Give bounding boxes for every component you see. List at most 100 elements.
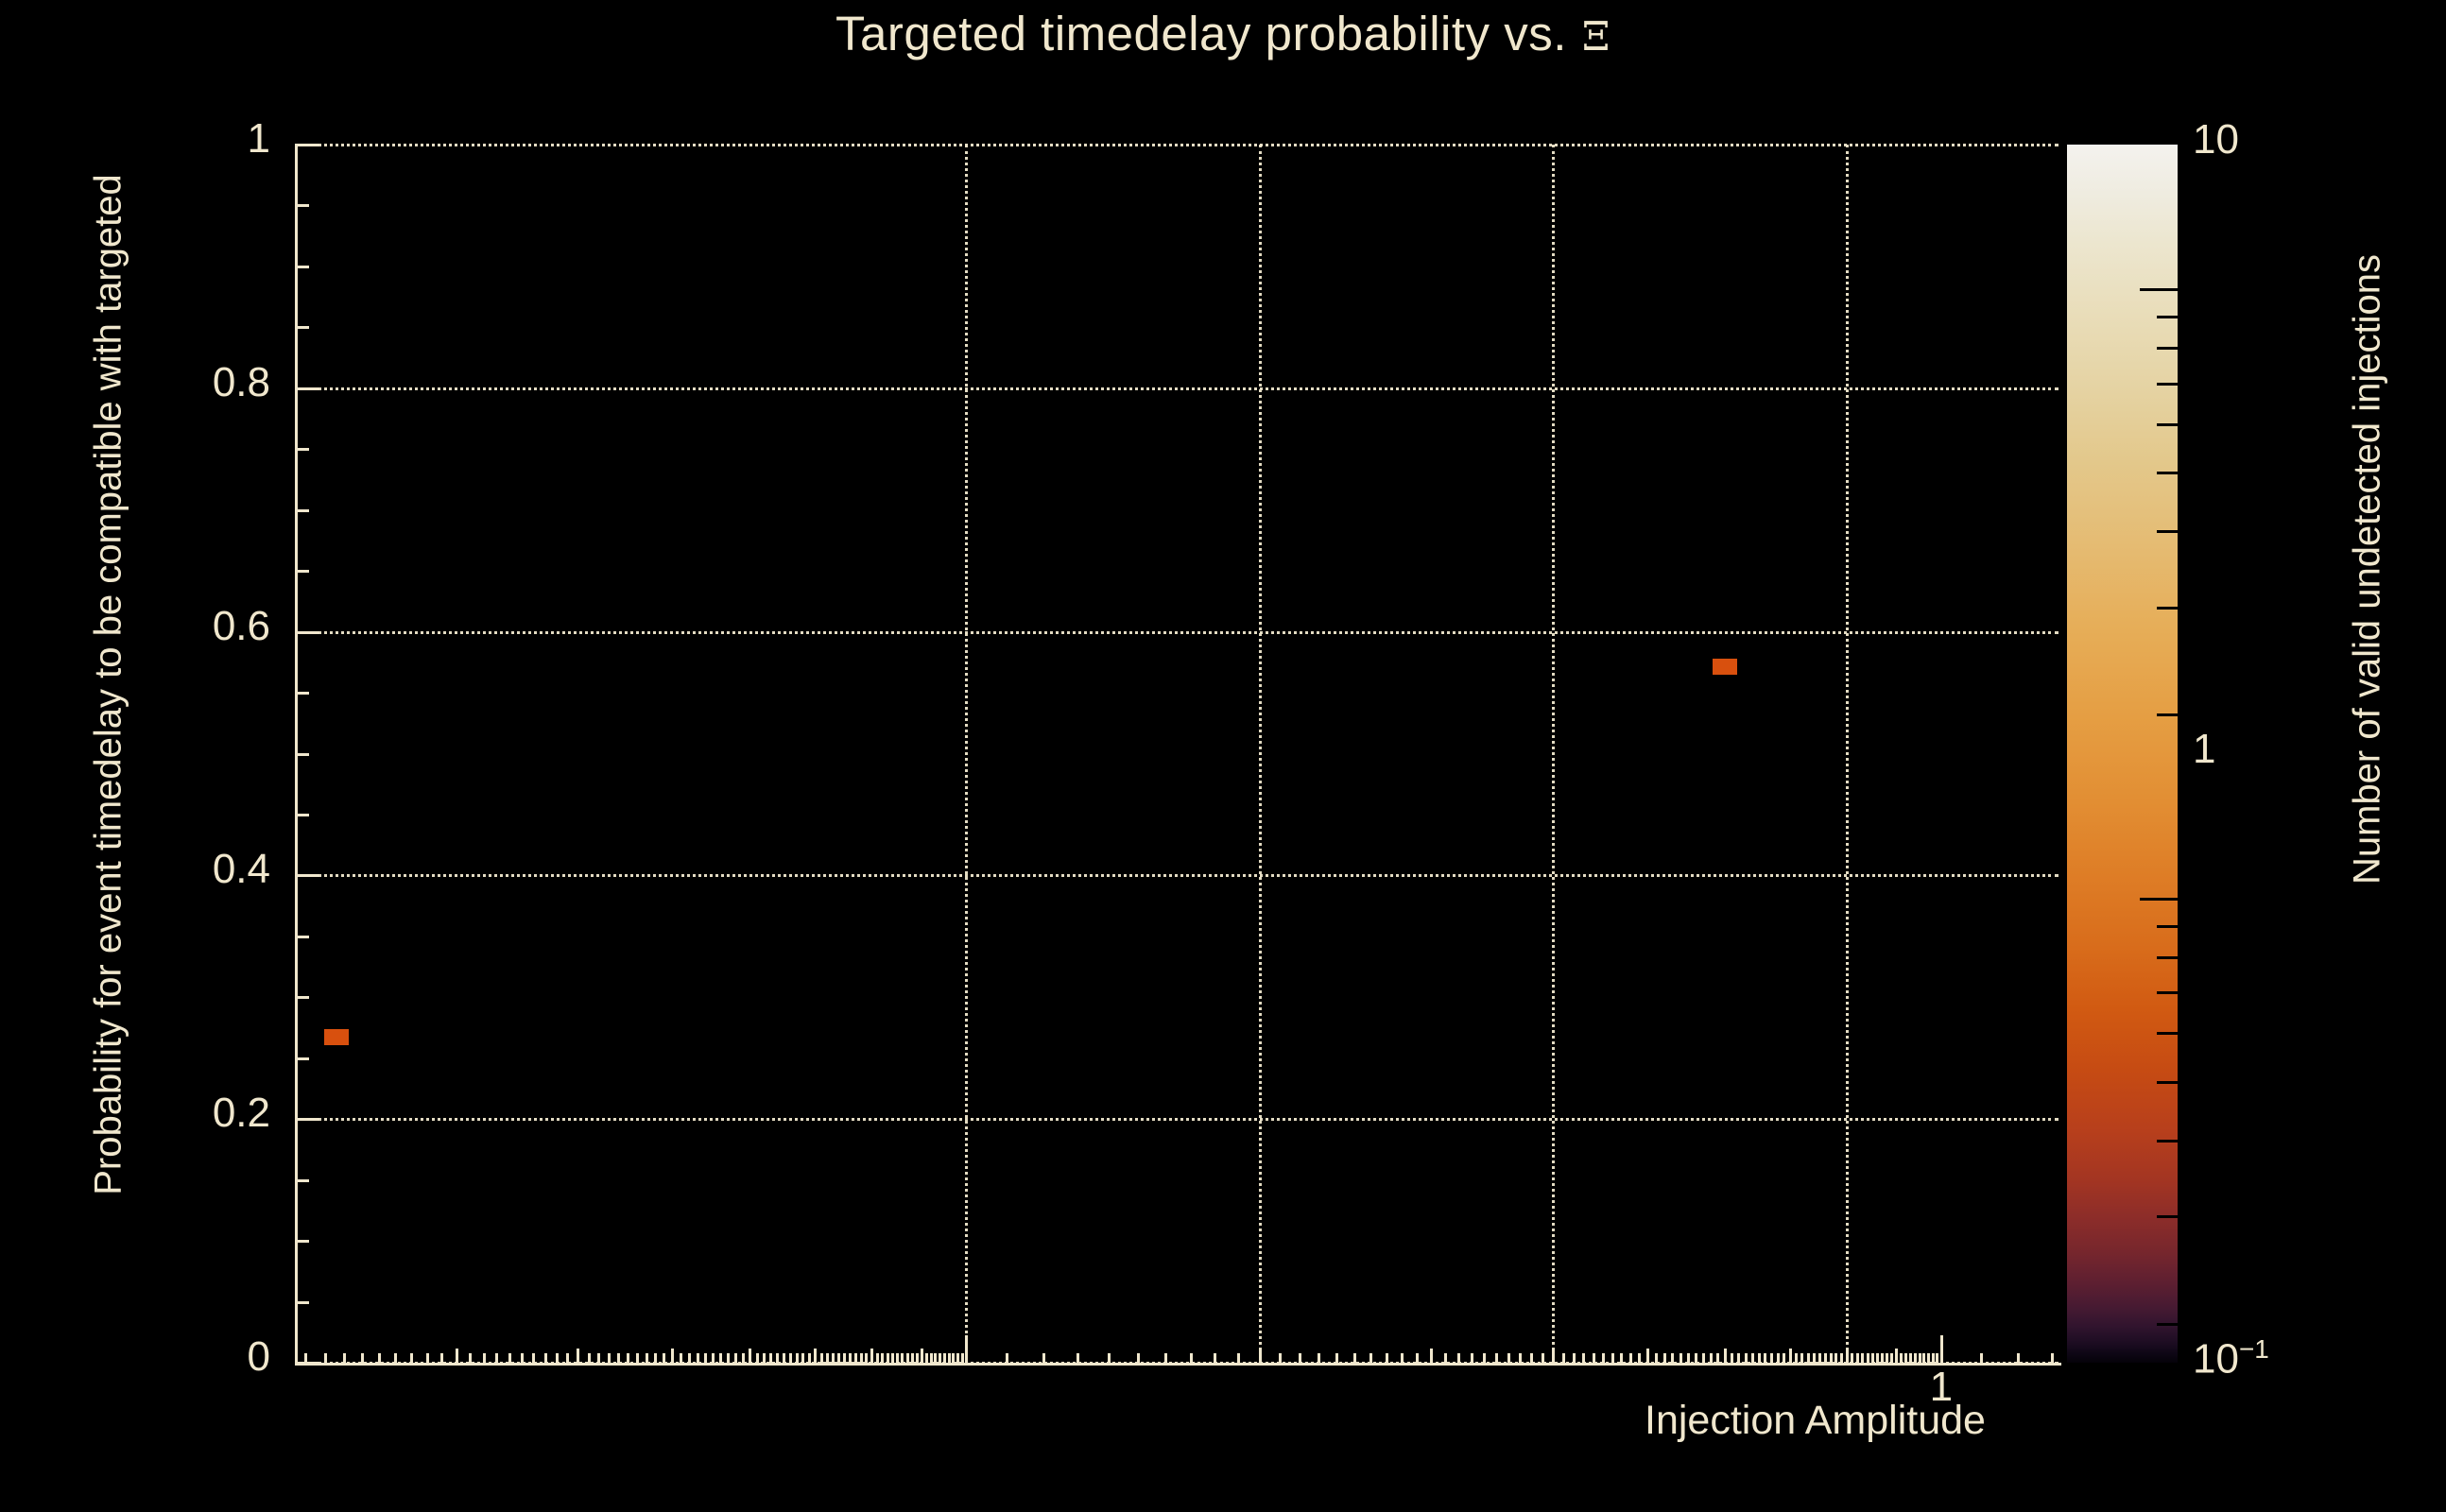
x-tick-subminor [719,1353,723,1363]
y-tick-major [295,1118,319,1122]
y-tick-minor [295,935,309,938]
x-tick-subminor [1335,1353,1339,1363]
x-tick-subminor [377,1353,381,1363]
x-tick-subminor [1823,1353,1827,1363]
x-tick-subminor [1855,1353,1859,1363]
x-tick-subminor [1318,1353,1321,1363]
x-tick-subminor [1654,1353,1658,1363]
y-axis-title: Probability for event timedelay to be co… [87,174,129,1195]
x-tick-subminor [881,1353,885,1363]
x-tick-subminor [814,1353,818,1363]
x-tick-subminor [825,1353,829,1363]
x-tick-subminor [727,1353,731,1363]
x-tick-subminor [1918,1353,1921,1363]
x-tick-subminor [1829,1353,1833,1363]
y-tick-minor [295,204,309,208]
y-tick-major [295,144,319,146]
x-tick-subminor [410,1353,414,1363]
x-tick-subminor [943,1353,947,1363]
x-tick-subminor [1562,1353,1566,1363]
x-tick-subminor [1679,1353,1682,1363]
x-tick-subminor [915,1353,919,1363]
x-tick-subminor [1005,1353,1008,1363]
x-tick-subminor [607,1353,611,1363]
gridline-horizontal [295,144,2058,146]
x-tick-subminor [875,1353,879,1363]
x-tick-subminor [712,1353,715,1363]
x-tick-subminor [1788,1353,1792,1363]
x-tick-subminor [1909,1353,1913,1363]
y-tick-minor [295,1057,309,1060]
x-tick-subminor [654,1353,658,1363]
x-tick-subminor [1876,1353,1880,1363]
x-tick-subminor [1163,1353,1167,1363]
x-tick-subminor [733,1353,737,1363]
x-tick-subminor [865,1353,869,1363]
y-tick-major [295,387,319,390]
x-tick-subminor [1470,1353,1473,1363]
x-tick-subminor [1716,1353,1720,1363]
x-tick-subminor [1834,1353,1838,1363]
x-tick-subminor [952,1353,956,1363]
x-tick-subminor [1817,1353,1821,1363]
x-tick-subminor [2017,1353,2021,1363]
x-tick-subminor [555,1353,559,1363]
x-tick-subminor [680,1353,683,1363]
x-tick-subminor [1870,1353,1874,1363]
x-tick-subminor [1913,1353,1917,1363]
x-tick-subminor [1386,1353,1388,1363]
y-tick-minor [295,692,309,696]
y-tick-minor [295,1178,309,1182]
x-tick-subminor [1352,1353,1356,1363]
x-tick-subminor [1750,1353,1754,1363]
y-tick-label: 0.2 [212,1090,270,1137]
x-tick-subminor [671,1353,675,1363]
x-tick-subminor [1936,1353,1939,1363]
x-tick-subminor [1236,1353,1240,1363]
x-tick-subminor [597,1353,601,1363]
x-tick-subminor [801,1353,805,1363]
x-tick-subminor [1189,1353,1193,1363]
x-tick-subminor [1851,1353,1854,1363]
x-tick-subminor [1530,1353,1534,1363]
gridline-horizontal [295,630,2058,634]
x-tick-subminor [1723,1353,1727,1363]
gridline-horizontal [295,1118,2058,1122]
x-tick-subminor [1861,1353,1865,1363]
x-tick-subminor [870,1353,874,1363]
x-tick-major [1939,1335,1943,1363]
x-tick-subminor [901,1353,904,1363]
x-tick-subminor [455,1353,458,1363]
x-tick-subminor [1776,1353,1780,1363]
x-tick-subminor [1922,1353,1926,1363]
x-tick-subminor [1628,1353,1632,1363]
x-tick-subminor [543,1353,547,1363]
x-tick-subminor [1592,1353,1595,1363]
y-tick-label: 1 [247,115,270,162]
y-tick-minor [295,508,309,512]
x-tick-subminor [627,1353,630,1363]
x-tick-subminor [849,1353,853,1363]
x-tick-subminor [1757,1353,1761,1363]
colorbar-tick-label: 10−1 [2193,1334,2269,1383]
x-tick-subminor [303,1353,307,1363]
x-tick-subminor [394,1353,398,1363]
x-tick-subminor [1795,1353,1799,1363]
y-tick-minor [295,752,309,756]
plot-area [295,145,2058,1363]
y-tick-label: 0.6 [212,602,270,649]
x-tick-subminor [755,1353,759,1363]
x-tick-subminor [1812,1353,1816,1363]
x-tick-subminor [1401,1353,1404,1363]
x-tick-subminor [577,1353,580,1363]
x-tick-subminor [1694,1353,1697,1363]
y-tick-minor [295,1300,309,1304]
x-tick-subminor [1279,1353,1283,1363]
x-tick-subminor [749,1353,752,1363]
x-tick-subminor [924,1353,928,1363]
gridline-vertical [1552,145,1556,1363]
x-tick-subminor [1866,1353,1869,1363]
gridline-horizontal [295,874,2058,878]
x-tick-subminor [956,1353,959,1363]
x-tick-subminor [696,1353,699,1363]
